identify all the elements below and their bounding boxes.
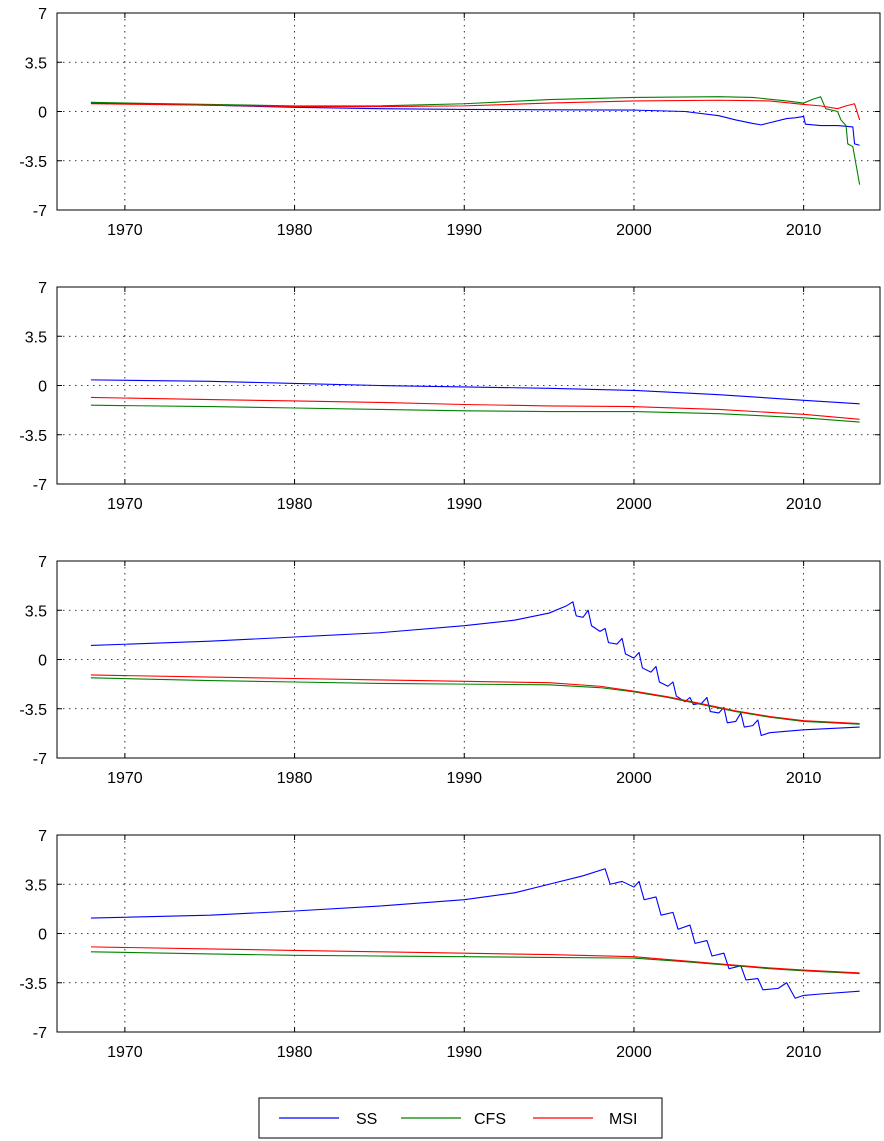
y-tick-label: 7 (38, 280, 47, 297)
y-tick-label: 0 (38, 653, 47, 670)
x-tick-label: 2010 (786, 770, 822, 787)
x-tick-label: 1990 (446, 222, 482, 239)
y-tick-label: -3.5 (19, 154, 47, 171)
x-tick-label: 1980 (277, 1044, 313, 1061)
series-line-msi (90, 99, 861, 121)
x-tick-label: 2010 (786, 222, 822, 239)
axes-frame (56, 286, 881, 485)
x-tick-label: 1970 (107, 770, 143, 787)
series-line-ss (90, 102, 860, 146)
y-tick-label: -7 (33, 477, 47, 494)
x-tick-label: 2000 (616, 496, 652, 513)
series-line-cfs (90, 404, 860, 423)
series-line-msi (90, 674, 860, 725)
x-tick-label: 1990 (446, 1044, 482, 1061)
x-tick-label: 2010 (786, 1044, 822, 1061)
series-line-ss (90, 601, 860, 737)
series-line-msi (90, 946, 860, 974)
y-tick-label: 7 (38, 6, 47, 23)
y-tick-label: 7 (38, 554, 47, 571)
y-tick-label: 0 (38, 105, 47, 122)
x-tick-label: 1970 (107, 222, 143, 239)
y-tick-label: -3.5 (19, 702, 47, 719)
y-tick-label: -7 (33, 751, 47, 768)
x-tick-label: 2000 (616, 1044, 652, 1061)
y-tick-label: 0 (38, 379, 47, 396)
x-tick-label: 1980 (277, 222, 313, 239)
y-tick-label: -3.5 (19, 976, 47, 993)
axes-frame (56, 560, 881, 759)
y-tick-label: 7 (38, 828, 47, 845)
y-tick-label: -7 (33, 203, 47, 220)
x-tick-label: 1990 (446, 496, 482, 513)
y-tick-label: 0 (38, 927, 47, 944)
x-tick-label: 1980 (277, 770, 313, 787)
series-line-msi (90, 396, 860, 420)
x-tick-label: 1990 (446, 770, 482, 787)
x-tick-label: 1970 (107, 1044, 143, 1061)
y-tick-label: -3.5 (19, 428, 47, 445)
y-tick-label: 3.5 (25, 603, 47, 620)
subplot-4: 1970 1980 1990 2000 2010 7 3.5 0 -3.5 -7 (19, 828, 881, 1061)
axes-frame (56, 834, 881, 1033)
y-tick-label: 3.5 (25, 329, 47, 346)
subplot-3: 1970 1980 1990 2000 2010 7 3.5 0 -3.5 -7 (19, 554, 881, 787)
y-tick-label: -7 (33, 1025, 47, 1042)
subplot-1: 1970 1980 1990 2000 2010 7 3.5 0 -3.5 -7 (19, 6, 881, 239)
series-line-ss (90, 868, 860, 999)
y-tick-label: 3.5 (25, 877, 47, 894)
subplot-2: 1970 1980 1990 2000 2010 7 3.5 0 -3.5 -7 (19, 280, 881, 513)
axes-frame (56, 12, 881, 211)
series-line-cfs (90, 96, 861, 185)
x-tick-label: 2000 (616, 222, 652, 239)
legend: SS CFS MSI (258, 1097, 663, 1139)
x-tick-label: 1980 (277, 496, 313, 513)
x-tick-label: 1970 (107, 496, 143, 513)
legend-label-ss: SS (356, 1111, 377, 1128)
x-tick-label: 2000 (616, 770, 652, 787)
y-tick-label: 3.5 (25, 55, 47, 72)
series-line-ss (90, 379, 860, 405)
legend-label-cfs: CFS (474, 1111, 506, 1128)
legend-label-msi: MSI (609, 1111, 637, 1128)
x-tick-label: 2010 (786, 496, 822, 513)
series-line-cfs (90, 951, 860, 975)
series-line-cfs (90, 677, 860, 725)
